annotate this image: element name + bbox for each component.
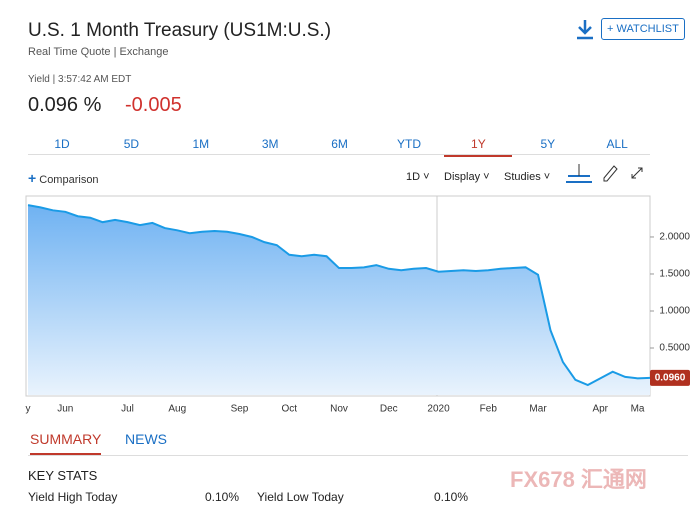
y-tick-label: 2.0000	[659, 232, 690, 243]
x-tick-label: Mar	[529, 404, 547, 415]
interval-label: 1D	[406, 171, 421, 183]
interval-menu[interactable]: 1D ˅	[406, 171, 430, 183]
comparison-button[interactable]: + Comparison	[28, 170, 99, 186]
stat-value: 0.10%	[434, 490, 469, 504]
range-tab[interactable]: YTD	[397, 137, 421, 151]
tab[interactable]: SUMMARY	[30, 431, 102, 455]
range-tab[interactable]: 3M	[261, 137, 279, 151]
display-menu[interactable]: Display ˅	[444, 171, 490, 183]
y-tick-label: 0.5000	[659, 343, 690, 354]
range-tab[interactable]: 5Y	[540, 137, 556, 151]
area-fill	[28, 205, 650, 395]
x-tick-label: Nov	[330, 404, 348, 415]
change: -0.005	[125, 94, 182, 116]
range-tab[interactable]: 5D	[123, 137, 140, 151]
range-tab[interactable]: 1D	[54, 137, 70, 151]
range-tab[interactable]: 6M	[331, 137, 348, 151]
x-tick-label: Jun	[57, 404, 73, 415]
chart: 0.5000 1.0000 1.5000 2.0000 y Jun Jul Aug Sep Oct…	[25, 195, 690, 415]
stat-value: 0.10%	[205, 490, 240, 504]
range-tab[interactable]: 1M	[192, 137, 210, 151]
stat-label: Yield Low Today	[257, 490, 344, 504]
plot-frame	[25, 195, 651, 397]
x-tick-label: Oct	[281, 404, 297, 415]
quote-time: Yield | 3:57:42 AM EDT	[28, 74, 132, 85]
range-tab[interactable]: 1Y	[444, 137, 513, 157]
download-icon[interactable]	[574, 18, 596, 40]
title: U.S. 1 Month Treasury (US1M:U.S.)	[28, 20, 332, 41]
x-tick-label: Dec	[380, 404, 398, 415]
value-label: 0.0960	[655, 373, 686, 384]
value-tag	[650, 369, 690, 386]
x-tick-label: Aug	[168, 404, 186, 415]
x-tick-label: Jul	[121, 404, 134, 415]
x-tick-label: Sep	[231, 404, 249, 415]
divider	[28, 455, 688, 456]
line	[27, 204, 651, 387]
x-tick-label: Apr	[592, 404, 608, 415]
studies-menu[interactable]: Studies ˅	[504, 171, 551, 183]
x-tick-label: Feb	[480, 404, 498, 415]
chart-tools[interactable]	[562, 160, 652, 186]
display-label: Display	[444, 171, 481, 183]
stat-label: Yield High Today	[28, 490, 118, 504]
x-tick-label: y	[26, 404, 31, 415]
key-stats-title: KEY STATS	[28, 468, 98, 483]
studies-label: Studies	[504, 171, 541, 183]
tab[interactable]: NEWS	[125, 431, 167, 447]
watermark: FX678 汇通网	[510, 467, 647, 492]
price: 0.096 %	[28, 94, 102, 116]
watchlist-button[interactable]: + WATCHLIST	[601, 18, 685, 40]
x-tick-label: Ma	[631, 404, 645, 415]
comparison-label: Comparison	[39, 174, 99, 186]
y-tick-label: 1.0000	[659, 306, 690, 317]
divider	[28, 154, 650, 155]
subtitle: Real Time Quote | Exchange	[28, 46, 169, 58]
range-tab[interactable]: ALL	[606, 137, 628, 151]
x-tick-label: 2020	[427, 404, 450, 415]
y-tick-label: 1.5000	[659, 269, 690, 280]
